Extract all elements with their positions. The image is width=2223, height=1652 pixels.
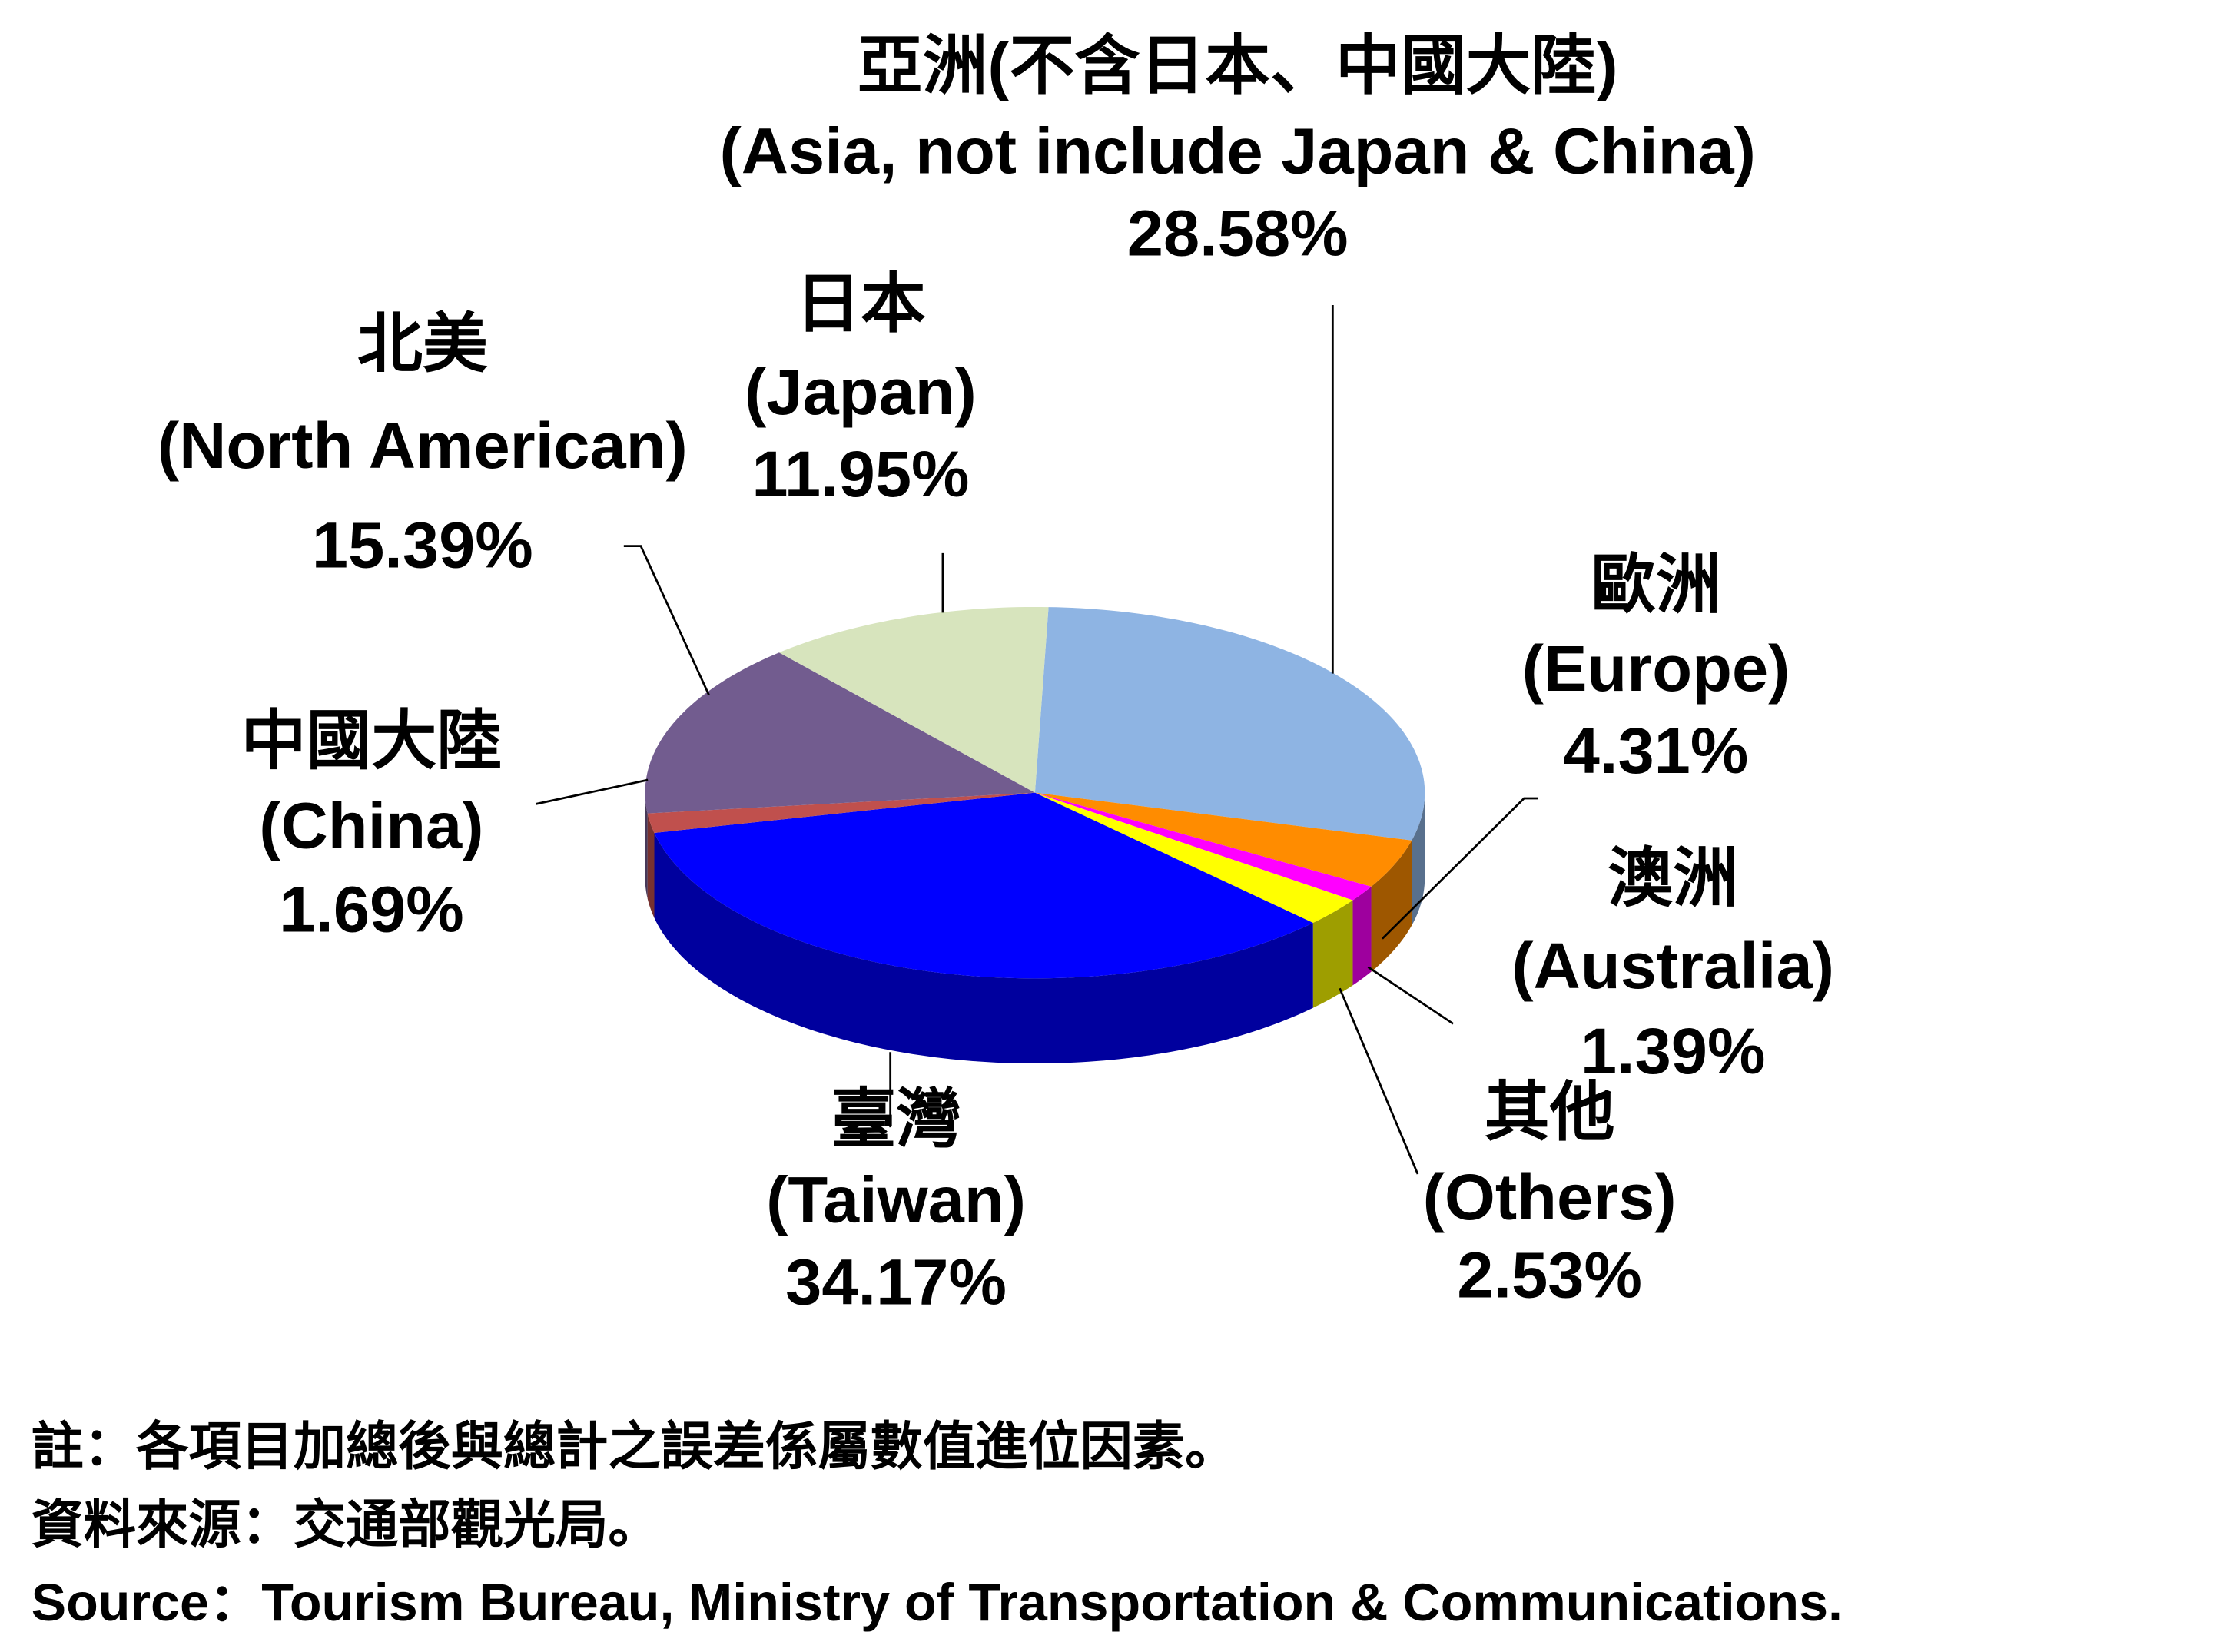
leader-line — [536, 778, 649, 805]
pie-side — [1371, 840, 1412, 972]
leader-line — [1367, 966, 1454, 1025]
pie-side — [654, 832, 1313, 1064]
value-label: 34.17% — [785, 1246, 1007, 1319]
pie-slice — [778, 606, 1049, 793]
label-zh: 其他 — [1485, 1075, 1615, 1148]
label-en: (Europe) — [1522, 632, 1790, 705]
label-en: (Taiwan) — [766, 1163, 1026, 1236]
pie-side — [1412, 792, 1425, 926]
label-zh: 亞洲(不含日本、中國大陸) — [858, 29, 1618, 102]
footnote: Source：Tourism Bureau, Ministry of Trans… — [32, 1574, 1843, 1632]
pie-side — [1352, 886, 1372, 986]
leader-line — [1381, 797, 1538, 940]
pie-slice — [654, 792, 1313, 979]
pie-slice — [1034, 607, 1425, 841]
value-label: 4.31% — [1564, 714, 1749, 787]
value-label: 28.58% — [1127, 196, 1349, 269]
label-en: (China) — [259, 789, 483, 862]
pie-slice — [645, 652, 1035, 814]
leader-line — [623, 545, 710, 695]
pie-sides — [645, 792, 1425, 1064]
pie-slice — [1034, 792, 1353, 924]
label-zh: 臺灣 — [831, 1083, 961, 1156]
label-zh: 北美 — [357, 307, 488, 380]
pie-side — [647, 813, 655, 918]
value-label: 1.69% — [279, 872, 464, 945]
value-label: 1.39% — [1581, 1014, 1766, 1087]
value-label: 11.95% — [752, 437, 969, 510]
label-en: (North American) — [158, 409, 688, 482]
value-label: 15.39% — [312, 508, 533, 581]
footnote: 註：各項目加總後與總計之誤差係屬數值進位因素。 — [32, 1418, 1238, 1476]
value-label: 2.53% — [1457, 1238, 1642, 1311]
pie-side — [645, 792, 648, 899]
label-zh: 中國大陸 — [241, 704, 502, 777]
label-en: (Asia, not include Japan & China) — [719, 114, 1755, 187]
pie-side — [1312, 900, 1353, 1008]
label-zh: 歐洲 — [1591, 548, 1721, 621]
pie-slice — [1034, 792, 1412, 887]
pie-slice — [1034, 792, 1372, 901]
label-en: (Others) — [1423, 1160, 1677, 1233]
label-en: (Australia) — [1511, 929, 1834, 1002]
leader-line — [1339, 987, 1419, 1175]
label-zh: 日本 — [795, 267, 926, 340]
pie-tops — [645, 606, 1425, 979]
label-zh: 澳洲 — [1608, 841, 1738, 914]
footnote: 資料來源：交通部觀光局。 — [32, 1496, 661, 1554]
label-en: (Japan) — [745, 355, 977, 428]
pie-slice — [647, 792, 1035, 833]
